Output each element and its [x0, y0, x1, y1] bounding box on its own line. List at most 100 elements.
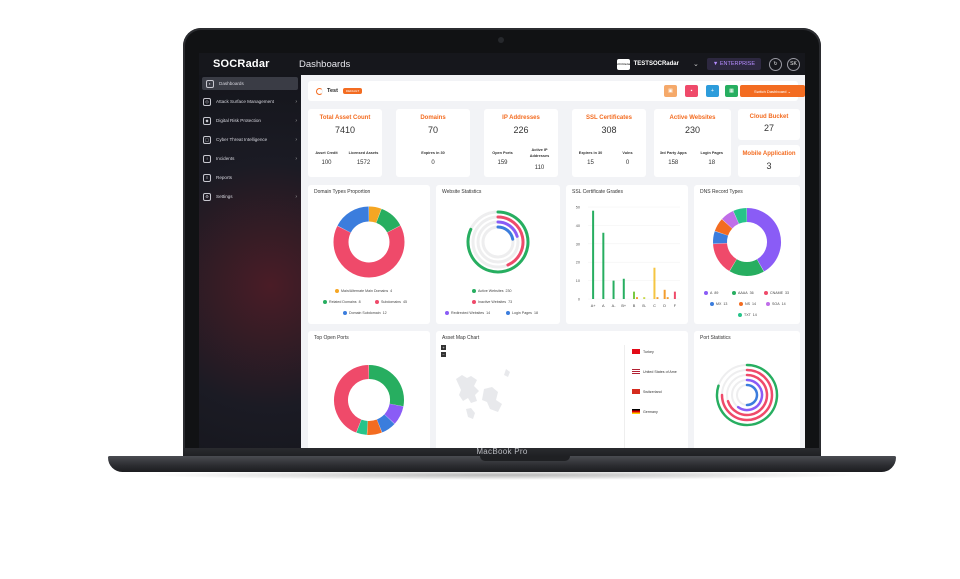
- country-item[interactable]: Germany: [632, 409, 658, 414]
- donut-slice[interactable]: [729, 258, 764, 276]
- legend-item[interactable]: Redirected Websites 14: [445, 311, 490, 315]
- stat-card-domains[interactable]: Domains 70 Expires in 30 0: [396, 109, 470, 177]
- bar[interactable]: [633, 291, 635, 299]
- radial-bar[interactable]: [466, 210, 530, 274]
- radial-bar[interactable]: [745, 383, 759, 407]
- stat-sub-value: 18: [708, 160, 716, 166]
- radial-bar[interactable]: [496, 220, 519, 238]
- legend-label: A: [710, 291, 713, 295]
- donut-slice[interactable]: [337, 206, 370, 234]
- legend-item[interactable]: SOA 14: [766, 302, 786, 306]
- bar[interactable]: [602, 232, 605, 299]
- legend-item[interactable]: Inactive Websites 73: [472, 300, 512, 304]
- sidebar-item-attack-surface[interactable]: ◎ Attack Surface Management ›: [199, 92, 301, 111]
- donut-slice[interactable]: [368, 206, 382, 223]
- port-stats-radial[interactable]: [694, 345, 800, 455]
- donut-slice[interactable]: [384, 403, 404, 424]
- sidebar-item-digital-risk[interactable]: ◆ Digital Risk Protection ›: [199, 111, 301, 130]
- bar[interactable]: [653, 267, 656, 299]
- stat-card-ip-addresses[interactable]: IP Addresses 226 Open Ports 159 Active I…: [484, 109, 558, 177]
- lock-icon[interactable]: ▣: [664, 85, 677, 97]
- socradar-logo[interactable]: SOCRadar: [199, 58, 285, 70]
- legend-item[interactable]: CNAME 33: [764, 291, 789, 295]
- stat-card-mobile-application[interactable]: Mobile Application 3: [738, 145, 800, 177]
- panel-title: SSL Certificate Grades: [572, 189, 623, 195]
- radial-bar[interactable]: [726, 373, 769, 417]
- donut-slice[interactable]: [375, 208, 401, 233]
- donut-slice[interactable]: [376, 414, 395, 433]
- switch-dashboard-button[interactable]: Switch Dashboard ⌄: [740, 85, 805, 97]
- stat-card-active-websites[interactable]: Active Websites 230 3rd Party Apps 158 L…: [654, 109, 731, 177]
- stat-card-total-assets[interactable]: Total Asset Count 7410 Asset Credit 100 …: [308, 109, 382, 177]
- country-item[interactable]: United States of Ame: [632, 369, 677, 374]
- radial-bar[interactable]: [715, 363, 779, 427]
- radial-bar[interactable]: [496, 225, 515, 241]
- avatar[interactable]: SK: [787, 57, 800, 71]
- sidebar-item-settings[interactable]: ⚙ Settings ›: [199, 187, 301, 206]
- ssl-grades-bar-chart[interactable]: 0 10 20 30 40 50 A+ A A- B+ B B- C D F: [566, 199, 688, 324]
- legend-item[interactable]: TXT 14: [738, 313, 757, 317]
- legend-item[interactable]: Login Pages 18: [506, 311, 538, 315]
- donut-slice[interactable]: [713, 242, 738, 272]
- zoom-in-button[interactable]: +: [441, 345, 446, 350]
- zoom-out-button[interactable]: −: [441, 352, 446, 357]
- donut-slice[interactable]: [746, 208, 781, 272]
- radial-bar[interactable]: [720, 368, 774, 422]
- donut-slice[interactable]: [356, 419, 368, 435]
- dns-types-donut[interactable]: [694, 197, 800, 287]
- x-tick-label: B-: [642, 304, 647, 308]
- radial-bar[interactable]: [496, 215, 525, 267]
- sidebar-item-cti[interactable]: ◯ Cyber Threat Intelligence ›: [199, 130, 301, 149]
- bar[interactable]: [663, 289, 666, 299]
- open-ports-donut[interactable]: [308, 345, 430, 455]
- bar[interactable]: [656, 297, 659, 299]
- sidebar-item-dashboards[interactable]: ◐ Dashboards: [202, 77, 298, 90]
- bar[interactable]: [643, 297, 646, 299]
- legend-item[interactable]: Active Websites 230: [472, 289, 512, 293]
- bar[interactable]: [673, 291, 676, 299]
- legend-item[interactable]: AAAA 36: [732, 291, 754, 295]
- bar[interactable]: [592, 210, 595, 299]
- legend-item[interactable]: Main/Alternate Main Domains 4: [335, 289, 392, 293]
- add-widget-icon[interactable]: +: [706, 85, 719, 97]
- donut-slice[interactable]: [367, 419, 382, 435]
- donut-slice[interactable]: [722, 210, 740, 229]
- grid-icon[interactable]: ▦: [725, 85, 738, 97]
- country-item[interactable]: Turkey: [632, 349, 654, 354]
- donut-slice[interactable]: [713, 231, 729, 244]
- country-item[interactable]: Switzerland: [632, 389, 662, 394]
- legend-item[interactable]: Domain Subdomain 12: [343, 311, 387, 315]
- sidebar-item-label: Settings: [216, 194, 233, 199]
- camera: [498, 37, 504, 43]
- radial-bar[interactable]: [736, 378, 764, 412]
- legend-label: AAAA: [738, 291, 748, 295]
- legend-item[interactable]: MX 13: [710, 302, 727, 306]
- stat-card-ssl-certificates[interactable]: SSL Certificates 308 Expires in 30 15 Vu…: [572, 109, 646, 177]
- bar[interactable]: [666, 297, 669, 299]
- donut-slice[interactable]: [368, 365, 404, 407]
- bar[interactable]: [636, 297, 638, 299]
- legend-item[interactable]: Related Domains 8: [323, 300, 361, 304]
- org-name[interactable]: TESTSOCRadar: [633, 61, 679, 67]
- donut-slice[interactable]: [714, 219, 733, 236]
- stat-value: 308: [601, 125, 617, 135]
- delete-icon[interactable]: ▪: [685, 85, 698, 97]
- legend-item[interactable]: NS 14: [739, 302, 756, 306]
- legend-item[interactable]: Subdomains 45: [375, 300, 407, 304]
- sidebar-item-incidents[interactable]: ! Incidents ›: [199, 149, 301, 168]
- stat-title: Domains: [420, 115, 446, 121]
- domain-types-donut[interactable]: [308, 197, 430, 287]
- website-stats-radial[interactable]: [436, 197, 560, 287]
- stat-title: IP Addresses: [502, 115, 540, 121]
- donut-slice[interactable]: [733, 208, 748, 224]
- world-map[interactable]: [446, 349, 566, 449]
- notifications-icon[interactable]: ↻: [769, 57, 782, 71]
- sidebar-item-reports[interactable]: ≡ Reports: [199, 168, 301, 187]
- chevron-down-icon[interactable]: ⌄: [692, 61, 699, 68]
- bar[interactable]: [612, 280, 615, 299]
- legend-item[interactable]: A 89: [704, 291, 718, 295]
- bar[interactable]: [622, 278, 625, 299]
- donut-slice[interactable]: [334, 365, 370, 433]
- stat-card-cloud-bucket[interactable]: Cloud Bucket 27: [738, 109, 800, 140]
- donut-slice[interactable]: [333, 225, 405, 278]
